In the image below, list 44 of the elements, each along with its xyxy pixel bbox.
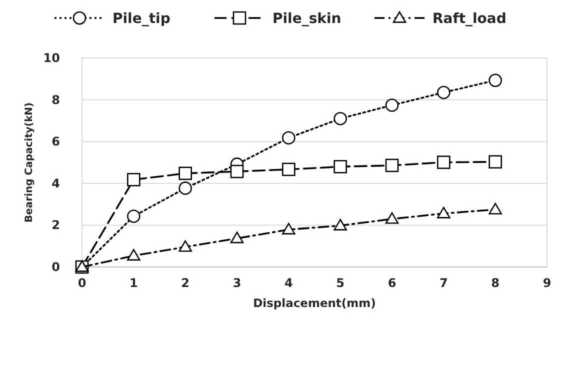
point: [334, 160, 347, 174]
y-tick-label: 0: [52, 260, 60, 274]
point: [127, 249, 140, 261]
y-axis-title: Bearing Capacity(kN): [24, 102, 35, 223]
point: [178, 182, 192, 195]
point: [282, 162, 296, 176]
point: [437, 206, 450, 218]
point: [488, 155, 502, 169]
point: [127, 172, 140, 186]
point: [230, 164, 244, 178]
point: [385, 212, 399, 224]
point: [282, 222, 296, 234]
point: [127, 210, 140, 223]
point: [334, 218, 347, 230]
point: [178, 166, 192, 180]
x-tick-label: 7: [439, 276, 448, 290]
y-tick-label: 2: [52, 218, 60, 232]
y-tick-label: 8: [52, 92, 60, 107]
point: [437, 86, 450, 100]
point: [385, 158, 399, 172]
legend-label: Pile_tip: [112, 11, 170, 27]
point: [437, 156, 450, 169]
x-axis-title: Displacement(mm): [253, 296, 376, 310]
x-tick-label: 8: [491, 276, 500, 290]
y-tick-label: 4: [52, 176, 60, 190]
point: [385, 98, 399, 112]
y-tick-label: 10: [43, 51, 60, 65]
point: [488, 74, 502, 88]
x-tick-label: 6: [388, 276, 396, 290]
x-tick-label: 4: [284, 276, 293, 290]
x-tick-label: 1: [129, 276, 138, 290]
point: [178, 240, 192, 252]
point: [282, 131, 296, 144]
legend-label: Pile_skin: [272, 11, 342, 27]
x-tick-label: 0: [78, 276, 86, 290]
point: [334, 112, 347, 126]
point: [230, 232, 244, 244]
point: [488, 202, 502, 214]
x-tick-label: 9: [542, 276, 552, 290]
x-tick-label: 2: [181, 276, 190, 290]
y-tick-label: 6: [52, 134, 60, 149]
x-tick-label: 3: [232, 276, 242, 290]
x-tick-label: 5: [336, 276, 345, 290]
legend-label: Raft_load: [432, 11, 506, 27]
